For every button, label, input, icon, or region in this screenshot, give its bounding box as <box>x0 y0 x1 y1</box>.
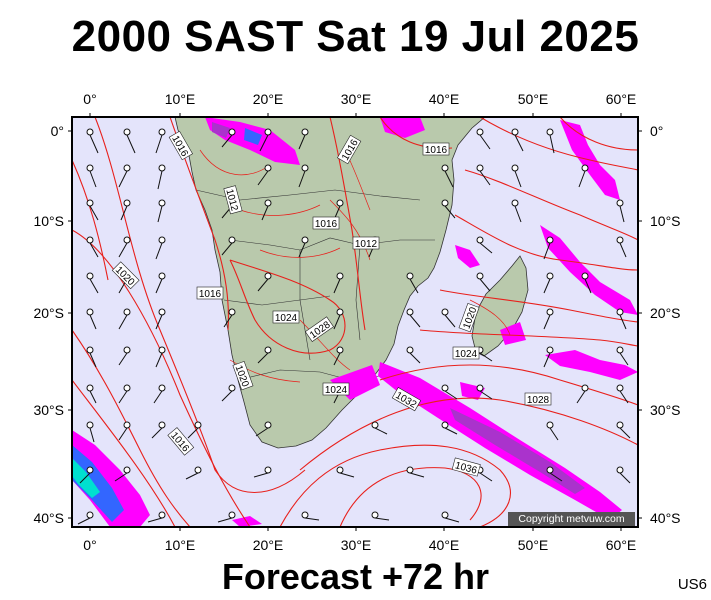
lat-label-right: 30°S <box>650 402 681 418</box>
lat-label-left: 40°S <box>33 510 64 526</box>
isobar-label: 1024 <box>272 310 300 324</box>
lat-label-left: 0° <box>50 123 64 139</box>
rain-sw <box>72 430 150 527</box>
lat-label-right: 0° <box>650 123 664 139</box>
lon-label-bottom: 30°E <box>340 537 372 553</box>
lon-label-top: 40°E <box>428 91 460 107</box>
isobar-label-text: 1024 <box>325 385 348 396</box>
copyright-notice: Copyright metvuw.com <box>508 512 635 526</box>
rain-bands-east <box>540 225 638 315</box>
country-borders <box>195 189 435 381</box>
lon-label-top: 50°E <box>517 91 549 107</box>
isobar-label-text: 1016 <box>199 289 222 300</box>
lat-label-right: 10°S <box>650 213 681 229</box>
isobar-label-text: 1024 <box>275 313 298 324</box>
lat-label-right: 40°S <box>650 510 681 526</box>
isobar-details <box>199 149 511 383</box>
isobar-label-text: 1016 <box>315 219 338 230</box>
forecast-label: Forecast +72 hr <box>221 556 490 597</box>
isobar-label: 1024 <box>452 346 480 360</box>
lon-label-top: 30°E <box>340 91 372 107</box>
lon-label-bottom: 20°E <box>252 537 284 553</box>
isobar-label: 1016 <box>422 142 450 156</box>
frame-ticks <box>68 113 642 531</box>
wind-barbs <box>77 128 631 525</box>
isobar-label: 1028 <box>524 392 552 406</box>
isobar-label: 1012 <box>352 236 380 250</box>
isobar-label-text: 1028 <box>527 395 550 406</box>
lon-label-bottom: 60°E <box>605 537 637 553</box>
rain-sw-core <box>72 445 124 522</box>
lon-label-top: 60°E <box>605 91 637 107</box>
rain-sw-peak <box>72 458 100 498</box>
lon-label-bottom: 50°E <box>517 537 549 553</box>
isobar-label-text: 1012 <box>355 239 378 250</box>
isobar-label: 1016 <box>312 216 340 230</box>
lat-label-right: 20°S <box>650 305 681 321</box>
lon-label-bottom: 10°E <box>164 537 196 553</box>
madagascar-land <box>471 255 529 357</box>
lon-label-top: 0° <box>83 91 97 107</box>
lon-label-top: 10°E <box>164 91 196 107</box>
lat-label-left: 20°S <box>33 305 64 321</box>
africa-land <box>174 117 486 449</box>
lon-label-bottom: 0° <box>83 537 97 553</box>
isobar-label: 1016 <box>196 286 224 300</box>
isobar-label-text: 1016 <box>425 145 448 156</box>
page-title: 2000 SAST Sat 19 Jul 2025 <box>71 12 640 61</box>
isobar-label-text: 1024 <box>455 349 478 360</box>
lon-label-bottom: 40°E <box>428 537 460 553</box>
region-code: US6 <box>677 576 707 593</box>
lon-label-top: 20°E <box>252 91 284 107</box>
map-frame <box>71 116 639 528</box>
isobars <box>72 117 638 527</box>
isobar-label: 1024 <box>322 382 350 396</box>
lat-label-left: 30°S <box>33 402 64 418</box>
lat-label-left: 10°S <box>33 213 64 229</box>
